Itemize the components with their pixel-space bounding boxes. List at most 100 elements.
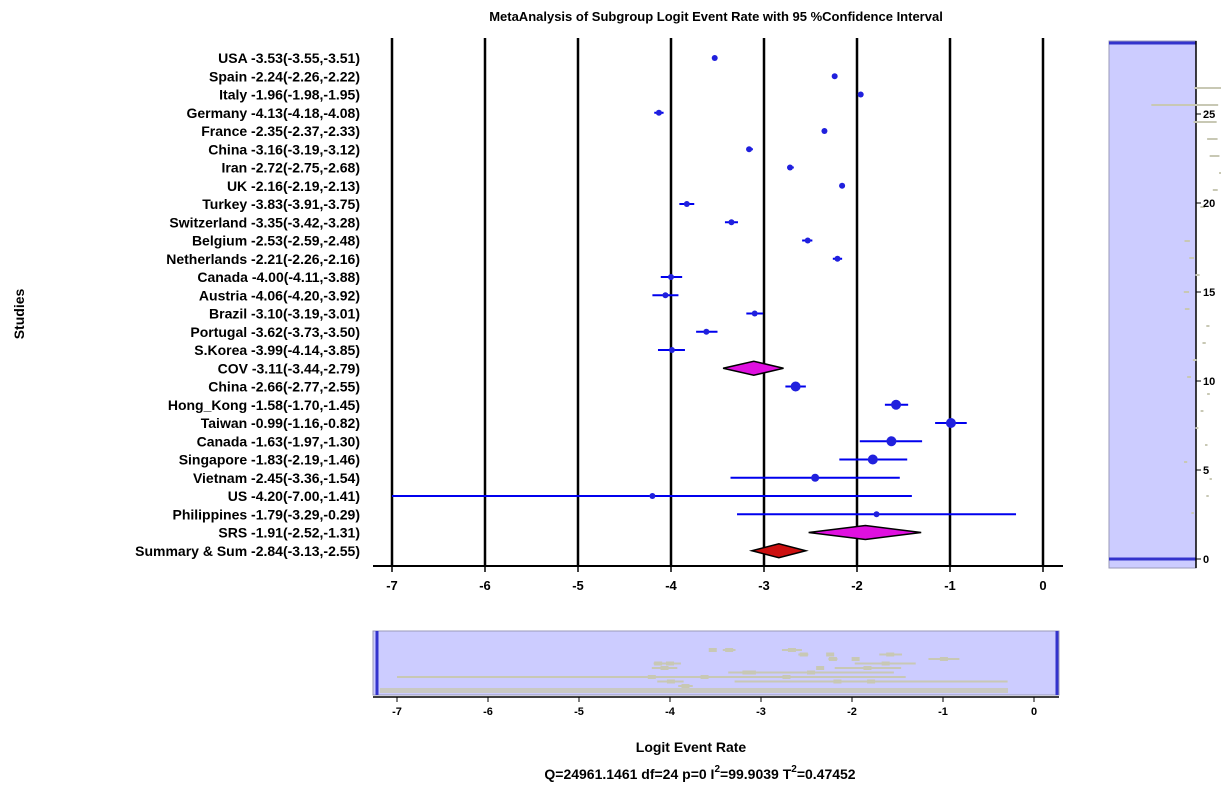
bottom-panel-mark xyxy=(681,684,690,688)
bottom-panel-mark xyxy=(660,666,669,670)
point-estimate xyxy=(831,73,838,80)
bottom-panel-mark xyxy=(787,648,796,652)
study-label: Vietnam -2.45(-3.36,-1.54) xyxy=(193,470,360,486)
point-estimate xyxy=(857,91,864,98)
point-estimate xyxy=(751,310,758,317)
subgroup-diamond xyxy=(722,360,784,377)
point-estimate xyxy=(655,109,662,116)
study-label: US -4.20(-7.00,-1.41) xyxy=(228,488,360,504)
side-overview-panel: 25 20 15 10 5 0 xyxy=(1108,40,1221,569)
x-axis-title: Logit Event Rate xyxy=(636,739,747,755)
x-tick-label: 0 xyxy=(1039,578,1046,593)
x-tick-label: -1 xyxy=(944,578,956,593)
bottom-tick-label: 0 xyxy=(1031,706,1037,718)
point-estimate xyxy=(790,381,801,392)
study-label: France -2.35(-2.37,-2.33) xyxy=(201,123,360,139)
point-estimate xyxy=(867,454,878,465)
bottom-overview-panel: -7 -6 -5 -4 -3 -2 -1 0 xyxy=(372,630,1060,718)
side-panel-marks xyxy=(1151,87,1221,514)
stats-superscript-2: 2 xyxy=(791,764,797,775)
side-axis-ticks: 25 20 15 10 5 0 xyxy=(1196,109,1215,566)
bottom-tick-label: -3 xyxy=(756,706,766,718)
point-estimate xyxy=(821,128,828,134)
study-label: Summary & Sum -2.84(-3.13,-2.55) xyxy=(135,543,360,559)
point-estimate xyxy=(649,493,656,499)
bottom-panel-mark xyxy=(666,661,674,666)
stats-part-3: =0.47452 xyxy=(797,766,856,782)
point-estimate xyxy=(873,511,880,518)
point-estimate xyxy=(662,292,669,299)
study-label: Portugal -3.62(-3.73,-3.50) xyxy=(190,324,360,340)
point-estimate xyxy=(945,418,956,428)
side-panel-background xyxy=(1109,41,1196,568)
bottom-panel-mark xyxy=(826,652,835,657)
point-estimate xyxy=(886,436,897,447)
bottom-panel-mark xyxy=(881,661,890,666)
study-label: Netherlands -2.21(-2.26,-2.16) xyxy=(166,251,360,267)
study-label: Italy -1.96(-1.98,-1.95) xyxy=(219,87,360,103)
study-label: SRS -1.91(-2.52,-1.31) xyxy=(218,525,360,541)
study-label: Singapore -1.83(-2.19,-1.46) xyxy=(179,452,360,468)
x-tick-label: -2 xyxy=(851,578,863,593)
bottom-panel-mark xyxy=(666,679,675,684)
y-axis-title: Studies xyxy=(11,289,27,340)
study-label: China -3.16(-3.19,-3.12) xyxy=(208,141,360,157)
study-label: Austria -4.06(-4.20,-3.92) xyxy=(199,287,360,303)
point-estimate xyxy=(811,473,820,482)
side-tick-label: 10 xyxy=(1203,376,1215,388)
point-estimate xyxy=(668,347,675,353)
x-tick-label: -3 xyxy=(758,578,770,593)
bottom-tick-label: -7 xyxy=(392,706,402,718)
bottom-panel-mark xyxy=(708,648,717,652)
bottom-panel-mark xyxy=(654,661,663,666)
bottom-panel-mark xyxy=(863,666,872,670)
bottom-panel-mark xyxy=(886,652,895,657)
bottom-panel-frame xyxy=(372,630,1060,696)
point-estimate xyxy=(728,219,735,226)
study-label: USA -3.53(-3.55,-3.51) xyxy=(218,50,360,66)
bottom-panel-mark xyxy=(647,675,656,679)
study-label: Iran -2.72(-2.75,-2.68) xyxy=(221,160,360,176)
bottom-panel-mark xyxy=(807,670,816,675)
bottom-panel-mark xyxy=(799,652,808,657)
point-estimate xyxy=(703,328,710,335)
bottom-axis-ticks: -7 -6 -5 -4 -3 -2 -1 0 xyxy=(392,697,1037,718)
summary-diamond xyxy=(748,542,809,559)
stats-superscript-1: 2 xyxy=(714,764,720,775)
bottom-panel-mark xyxy=(867,679,876,684)
point-estimate xyxy=(787,164,794,171)
x-tick-label: -6 xyxy=(479,578,491,593)
study-label: Switzerland -3.35(-3.42,-3.28) xyxy=(169,214,360,230)
side-tick-label: 0 xyxy=(1203,554,1209,566)
bottom-panel-mark xyxy=(828,657,837,661)
side-tick-label: 20 xyxy=(1203,198,1215,210)
side-tick-label: 5 xyxy=(1203,465,1209,477)
point-estimate xyxy=(834,255,841,262)
study-label: Brazil -3.10(-3.19,-3.01) xyxy=(209,306,360,322)
study-marks xyxy=(392,55,1017,559)
stats-part-2: =99.9039 T xyxy=(720,766,792,782)
bottom-panel-mark xyxy=(816,666,825,670)
point-estimate xyxy=(804,237,811,244)
point-estimate xyxy=(683,201,690,207)
bottom-tick-label: -6 xyxy=(483,706,493,718)
bottom-tick-label: -1 xyxy=(938,706,948,718)
study-label: Taiwan -0.99(-1.16,-0.82) xyxy=(201,415,360,431)
bottom-tick-label: -4 xyxy=(665,706,676,718)
bottom-panel-mark xyxy=(380,688,1008,693)
bottom-tick-label: -5 xyxy=(574,706,584,718)
bottom-tick-label: -2 xyxy=(847,706,857,718)
study-label: UK -2.16(-2.19,-2.13) xyxy=(227,178,360,194)
point-estimate xyxy=(891,399,902,410)
subgroup-diamond xyxy=(808,524,922,541)
point-estimate xyxy=(746,146,753,153)
study-label: Turkey -3.83(-3.91,-3.75) xyxy=(202,196,360,212)
x-tick-label: -4 xyxy=(665,578,677,593)
heterogeneity-statistics: Q=24961.1461 df=24 p=0 I2=99.9039 T2=0.4… xyxy=(544,764,855,782)
bottom-panel-marks xyxy=(380,648,1008,693)
point-estimate xyxy=(711,55,718,61)
x-tick-label: -5 xyxy=(572,578,584,593)
study-label: China -2.66(-2.77,-2.55) xyxy=(208,379,360,395)
x-tick-label: -7 xyxy=(386,578,398,593)
